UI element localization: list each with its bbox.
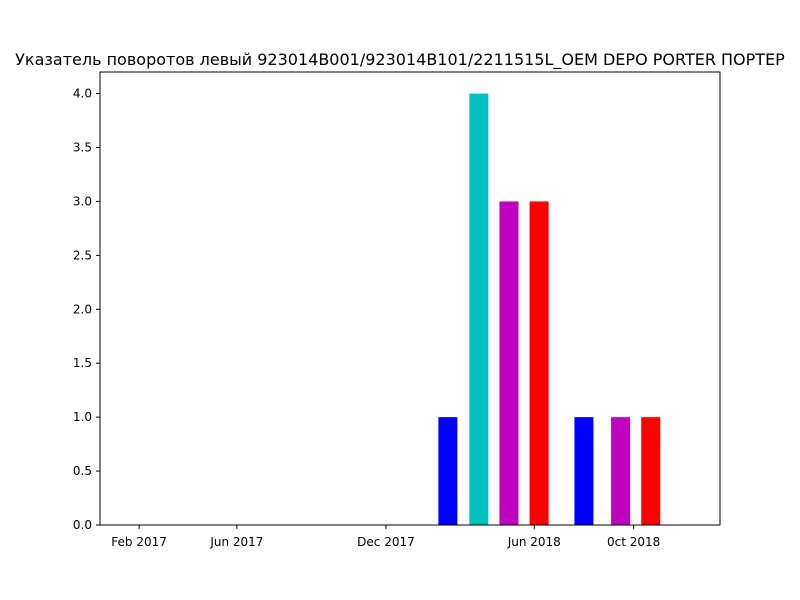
y-tick-label-8: 4.0 bbox=[73, 87, 92, 101]
y-axis: 0.0 0.5 1.0 1.5 2.0 2.5 3.0 3.5 4.0 bbox=[73, 87, 100, 532]
y-tick-label-0: 0.0 bbox=[73, 518, 92, 532]
plot-area-frame bbox=[99, 71, 721, 526]
bar-6 bbox=[641, 417, 661, 525]
bar-0 bbox=[438, 417, 458, 525]
bar-4 bbox=[574, 417, 594, 525]
bar-3 bbox=[529, 201, 549, 525]
bars-layer bbox=[438, 93, 661, 525]
y-tick-label-4: 2.0 bbox=[73, 302, 92, 316]
x-tick-label-1: Jun 2017 bbox=[209, 535, 263, 549]
bar-1 bbox=[469, 93, 489, 525]
x-tick-label-4: 0ct 2018 bbox=[607, 535, 660, 549]
y-tick-label-6: 3.0 bbox=[73, 194, 92, 208]
x-tick-label-3: Jun 2018 bbox=[507, 535, 561, 549]
y-tick-label-7: 3.5 bbox=[73, 141, 92, 155]
x-tick-label-0: Feb 2017 bbox=[111, 535, 167, 549]
bar-2 bbox=[499, 201, 519, 525]
bar-5 bbox=[611, 417, 631, 525]
x-axis: Feb 2017 Jun 2017 Dec 2017 Jun 2018 0ct 2018 bbox=[111, 525, 660, 549]
y-tick-label-5: 2.5 bbox=[73, 248, 92, 262]
chart-title: Указатель поворотов левый 923014B001/923… bbox=[15, 50, 785, 70]
y-tick-label-3: 1.5 bbox=[73, 356, 92, 370]
x-tick-label-2: Dec 2017 bbox=[357, 535, 415, 549]
y-tick-label-2: 1.0 bbox=[73, 410, 92, 424]
y-tick-label-1: 0.5 bbox=[73, 464, 92, 478]
